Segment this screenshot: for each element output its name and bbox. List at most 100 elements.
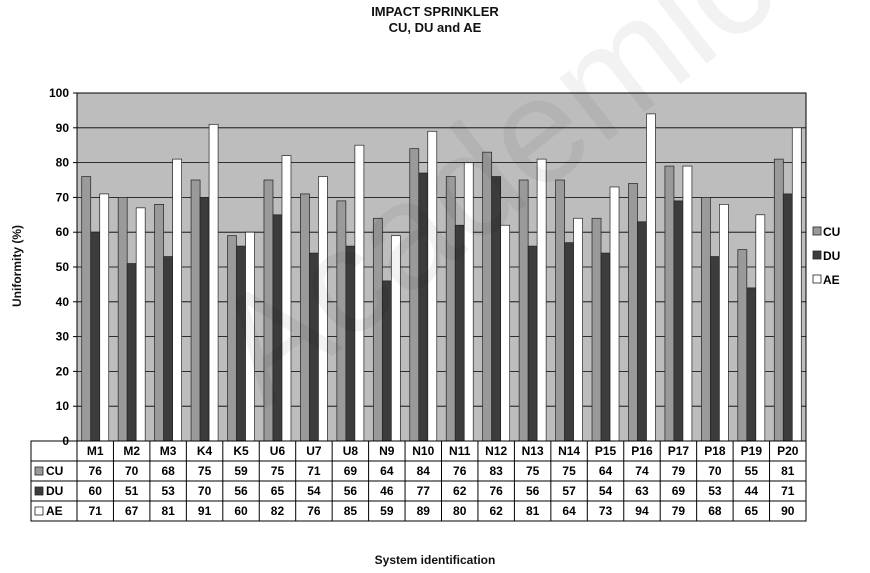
table-cell-value: 51 <box>125 484 139 498</box>
table-legend-key-du <box>34 486 44 496</box>
table-series-label: AE <box>46 504 63 518</box>
table-cell-value: 89 <box>417 504 431 518</box>
table-cell-value: 69 <box>672 484 686 498</box>
bar-cu-m1 <box>81 176 92 442</box>
y-tick-label: 100 <box>49 86 69 100</box>
bar-ae-p20 <box>791 127 802 442</box>
bar-du-p18 <box>710 256 720 442</box>
table-cell-value: 57 <box>562 484 576 498</box>
legend-key-cu <box>812 226 822 236</box>
table-cell-value: 81 <box>526 504 540 518</box>
bar-du-m1 <box>90 231 101 442</box>
x-tick-label: P18 <box>704 444 726 458</box>
x-tick-label: P15 <box>595 444 617 458</box>
legend-key-du <box>812 250 822 260</box>
bar-du-p20 <box>782 193 793 442</box>
table-cell-value: 79 <box>672 504 686 518</box>
bar-du-p19 <box>746 287 757 442</box>
table-cell-value: 44 <box>745 484 759 498</box>
table-cell-value: 54 <box>307 484 321 498</box>
bar-cu-n11 <box>445 176 456 442</box>
table-cell-value: 76 <box>453 464 467 478</box>
bar-du-n10 <box>418 172 429 442</box>
table-cell-value: 56 <box>234 484 248 498</box>
bar-ae-u7 <box>318 176 328 442</box>
table-cell-value: 68 <box>708 504 722 518</box>
table-cell-value: 60 <box>234 504 248 518</box>
table-cell-value: 71 <box>781 484 795 498</box>
bar-ae-k4 <box>208 123 219 442</box>
table-cell-value: 81 <box>161 504 175 518</box>
table-cell-value: 70 <box>125 464 139 478</box>
x-tick-label: P20 <box>777 444 799 458</box>
table-series-label: CU <box>46 464 63 478</box>
table-cell-value: 83 <box>489 464 503 478</box>
bar-du-p17 <box>673 200 684 442</box>
x-tick-label: U7 <box>306 444 322 458</box>
x-axis-label: System identification <box>374 553 496 567</box>
table-cell-value: 56 <box>526 484 540 498</box>
table-cell-value: 62 <box>489 504 503 518</box>
bar-cu-n14 <box>555 179 565 442</box>
table-cell-value: 90 <box>781 504 795 518</box>
y-tick-label: 50 <box>56 260 70 274</box>
x-tick-label: N13 <box>522 444 544 458</box>
table-cell-value: 69 <box>344 464 358 478</box>
bar-cu-n12 <box>482 151 493 442</box>
table-cell-value: 64 <box>599 464 613 478</box>
bar-ae-n14 <box>573 217 583 442</box>
y-tick-label: 70 <box>56 190 70 204</box>
bar-du-p15 <box>600 252 611 442</box>
bar-du-u6 <box>272 214 283 442</box>
chart-title: IMPACT SPRINKLER <box>371 4 499 19</box>
table-cell-value: 77 <box>417 484 431 498</box>
table-cell-value: 56 <box>344 484 358 498</box>
chart-subtitle: CU, DU and AE <box>388 20 482 35</box>
bar-du-m3 <box>163 256 173 442</box>
table-cell-value: 60 <box>89 484 103 498</box>
bar-du-n12 <box>491 176 502 442</box>
bar-cu-u6 <box>263 179 274 442</box>
bar-ae-n12 <box>500 224 511 442</box>
bar-cu-m2 <box>117 197 128 442</box>
table-cell-value: 65 <box>745 504 759 518</box>
y-tick-label: 30 <box>56 330 70 344</box>
bar-cu-p18 <box>701 197 711 442</box>
bar-cu-n13 <box>518 179 529 442</box>
x-tick-label: M1 <box>87 444 104 458</box>
bar-ae-p17 <box>682 165 693 442</box>
x-tick-label: N14 <box>558 444 580 458</box>
bar-du-k4 <box>199 197 210 442</box>
table-cell-value: 59 <box>234 464 248 478</box>
table-cell-value: 75 <box>198 464 212 478</box>
bar-du-p16 <box>637 221 647 442</box>
table-cell-value: 76 <box>489 484 503 498</box>
bar-cu-u8 <box>336 200 347 442</box>
x-tick-label: N12 <box>485 444 507 458</box>
table-cell-value: 75 <box>562 464 576 478</box>
table-cell-value: 84 <box>417 464 431 478</box>
table-cell-value: 67 <box>125 504 139 518</box>
table-cell-value: 82 <box>271 504 285 518</box>
table-cell-value: 76 <box>89 464 103 478</box>
x-tick-label: N10 <box>412 444 434 458</box>
table-cell-value: 68 <box>161 464 175 478</box>
x-tick-label: N11 <box>449 444 471 458</box>
bar-cu-k5 <box>227 235 237 442</box>
bar-du-u8 <box>345 245 356 442</box>
table-cell-value: 81 <box>781 464 795 478</box>
bar-cu-p16 <box>628 183 638 442</box>
x-tick-label: P17 <box>668 444 690 458</box>
bar-du-k5 <box>236 245 246 442</box>
bar-cu-k4 <box>190 179 201 442</box>
table-cell-value: 73 <box>599 504 613 518</box>
table-cell-value: 54 <box>599 484 613 498</box>
table-cell-value: 94 <box>635 504 649 518</box>
bar-cu-p19 <box>737 249 748 442</box>
table-cell-value: 55 <box>745 464 759 478</box>
x-tick-label: M3 <box>160 444 177 458</box>
bar-cu-u7 <box>300 193 310 442</box>
table-cell-value: 63 <box>635 484 649 498</box>
table-cell-value: 53 <box>708 484 722 498</box>
bar-ae-m2 <box>135 207 146 442</box>
